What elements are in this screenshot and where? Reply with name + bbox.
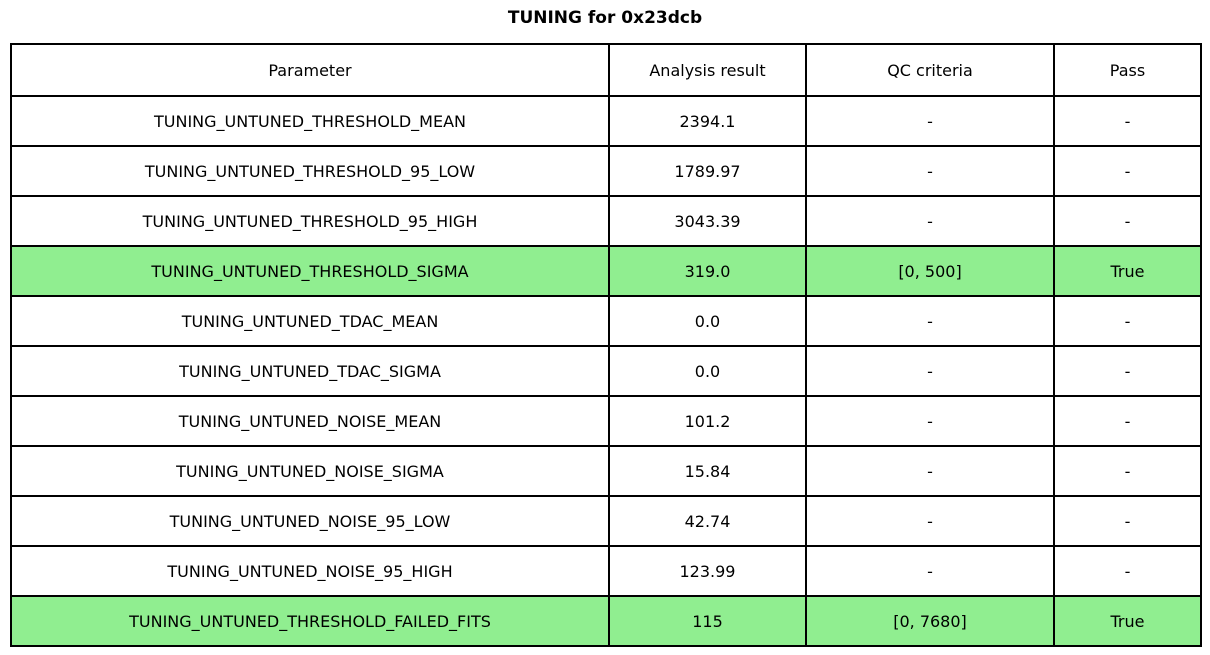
table-row: TUNING_UNTUNED_TDAC_SIGMA 0.0- - (10, 345, 1202, 397)
cell-qc-criteria: [0, 500] (805, 245, 1055, 297)
qc-table: Parameter Analysis result QC criteria Pa… (10, 43, 1202, 647)
cell-parameter: TUNING_UNTUNED_NOISE_MEAN (10, 395, 610, 447)
cell-qc-criteria: - (805, 295, 1055, 347)
cell-parameter: TUNING_UNTUNED_THRESHOLD_FAILED_FITS (10, 595, 610, 647)
cell-qc-criteria: [0, 7680] (805, 595, 1055, 647)
cell-parameter: TUNING_UNTUNED_TDAC_SIGMA (10, 345, 610, 397)
cell-pass: - (1053, 395, 1202, 447)
cell-pass: - (1053, 345, 1202, 397)
cell-analysis-result: 15.84 (608, 445, 807, 497)
cell-qc-criteria: - (805, 445, 1055, 497)
cell-parameter: TUNING_UNTUNED_THRESHOLD_SIGMA (10, 245, 610, 297)
cell-analysis-result: 42.74 (608, 495, 807, 547)
column-header-qc-criteria: QC criteria (805, 43, 1055, 97)
cell-pass: - (1053, 95, 1202, 147)
column-header-parameter: Parameter (10, 43, 610, 97)
cell-parameter: TUNING_UNTUNED_THRESHOLD_MEAN (10, 95, 610, 147)
cell-analysis-result: 123.99 (608, 545, 807, 597)
cell-analysis-result: 319.0 (608, 245, 807, 297)
cell-pass: - (1053, 195, 1202, 247)
cell-qc-criteria: - (805, 495, 1055, 547)
cell-pass: - (1053, 495, 1202, 547)
table-row: TUNING_UNTUNED_NOISE_MEAN 101.2- - (10, 395, 1202, 447)
cell-analysis-result: 1789.97 (608, 145, 807, 197)
column-header-pass: Pass (1053, 43, 1202, 97)
cell-qc-criteria: - (805, 395, 1055, 447)
cell-parameter: TUNING_UNTUNED_THRESHOLD_95_HIGH (10, 195, 610, 247)
table-row: TUNING_UNTUNED_THRESHOLD_FAILED_FITS 115[… (10, 595, 1202, 647)
cell-analysis-result: 0.0 (608, 295, 807, 347)
table-row: TUNING_UNTUNED_THRESHOLD_SIGMA 319.0 [0, 5… (10, 245, 1202, 297)
cell-parameter: TUNING_UNTUNED_TDAC_MEAN (10, 295, 610, 347)
cell-analysis-result: 101.2 (608, 395, 807, 447)
cell-pass: True (1053, 245, 1202, 297)
cell-qc-criteria: - (805, 345, 1055, 397)
cell-pass: - (1053, 145, 1202, 197)
cell-analysis-result: 115 (608, 595, 807, 647)
cell-analysis-result: 0.0 (608, 345, 807, 397)
cell-pass: - (1053, 545, 1202, 597)
cell-parameter: TUNING_UNTUNED_THRESHOLD_95_LOW (10, 145, 610, 197)
table-row: TUNING_UNTUNED_THRESHOLD_95_HIGH 3043.39-… (10, 195, 1202, 247)
table-row: TUNING_UNTUNED_NOISE_95_HIGH 123.99- - (10, 545, 1202, 597)
cell-parameter: TUNING_UNTUNED_NOISE_95_HIGH (10, 545, 610, 597)
cell-parameter: TUNING_UNTUNED_NOISE_SIGMA (10, 445, 610, 497)
cell-analysis-result: 3043.39 (608, 195, 807, 247)
table-row: TUNING_UNTUNED_NOISE_SIGMA 15.84- - (10, 445, 1202, 497)
cell-pass: True (1053, 595, 1202, 647)
cell-qc-criteria: - (805, 545, 1055, 597)
cell-parameter: TUNING_UNTUNED_NOISE_95_LOW (10, 495, 610, 547)
table-row: TUNING_UNTUNED_THRESHOLD_MEAN 2394.1- - (10, 95, 1202, 147)
page-title: TUNING for 0x23dcb (507, 8, 703, 28)
cell-qc-criteria: - (805, 145, 1055, 197)
cell-qc-criteria: - (805, 195, 1055, 247)
cell-analysis-result: 2394.1 (608, 95, 807, 147)
cell-qc-criteria: - (805, 95, 1055, 147)
column-header-analysis-result: Analysis result (608, 43, 807, 97)
table-row: TUNING_UNTUNED_TDAC_MEAN 0.0- - (10, 295, 1202, 347)
table-row: TUNING_UNTUNED_THRESHOLD_95_LOW 1789.97- - (10, 145, 1202, 197)
cell-pass: - (1053, 445, 1202, 497)
table-row: TUNING_UNTUNED_NOISE_95_LOW 42.74- - (10, 495, 1202, 547)
cell-pass: - (1053, 295, 1202, 347)
table-header-row: Parameter Analysis result QC criteria Pa… (10, 43, 1202, 97)
